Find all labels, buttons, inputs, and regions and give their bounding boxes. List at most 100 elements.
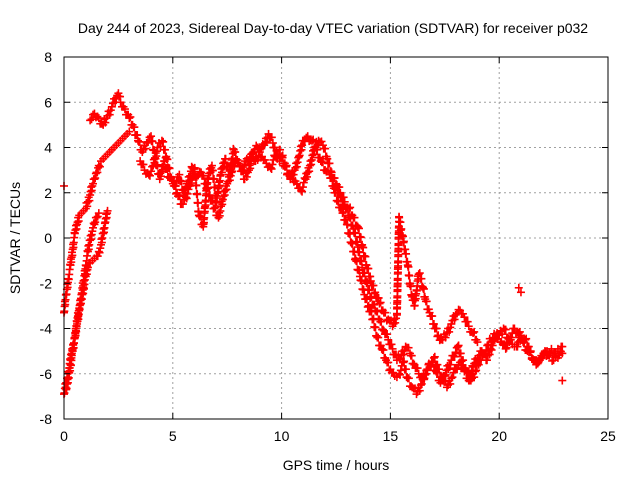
data-point (120, 105, 129, 114)
data-point (338, 209, 347, 218)
data-point-fill (139, 160, 148, 169)
data-point-fill (105, 110, 114, 119)
data-point-fill (487, 338, 496, 347)
data-point-fill (193, 190, 202, 199)
data-point-fill (442, 366, 451, 375)
data-point (516, 288, 525, 297)
data-point (510, 324, 519, 333)
data-point-fill (399, 237, 408, 246)
data-point-fill (209, 175, 218, 184)
y-tick-label: 0 (44, 230, 52, 246)
data-point-fill (225, 176, 234, 185)
data-point-fill (211, 203, 220, 212)
data-point-fill (355, 224, 364, 233)
data-point-fill (384, 358, 393, 367)
data-point-fill (377, 317, 386, 326)
data-point (429, 319, 438, 328)
data-point (451, 310, 460, 319)
data-point (432, 367, 441, 376)
data-point-fill (381, 308, 390, 317)
x-tick-label: 0 (60, 428, 68, 444)
data-point (469, 329, 478, 338)
data-point-fill (395, 355, 404, 364)
data-point (94, 209, 103, 218)
data-point-fill (437, 376, 446, 385)
data-point-fill (93, 112, 102, 121)
data-point-fill (171, 181, 180, 190)
y-tick-label: -8 (40, 411, 53, 427)
data-point (94, 161, 103, 170)
data-point-fill (361, 252, 370, 261)
data-point-fill (470, 327, 479, 336)
data-point (377, 344, 386, 353)
data-point-fill (459, 356, 468, 365)
data-point-fill (446, 360, 455, 369)
data-point (345, 204, 354, 213)
data-point (210, 204, 219, 213)
data-point-fill (369, 281, 378, 290)
data-point-fill (428, 358, 437, 367)
y-tick-label: -2 (40, 275, 53, 291)
data-point-fill (428, 312, 437, 321)
data-point (447, 374, 456, 383)
data-point-fill (417, 379, 426, 388)
y-tick-label: 2 (44, 185, 52, 201)
data-point-fill (339, 193, 348, 202)
data-point-fill (481, 350, 490, 359)
data-point-fill (404, 374, 413, 383)
data-point (86, 116, 95, 125)
chart-title: Day 244 of 2023, Sidereal Day-to-day VTE… (78, 20, 588, 36)
data-point-fill (365, 286, 374, 295)
data-point (440, 372, 449, 381)
data-point-fill (255, 145, 264, 154)
data-point-fill (433, 368, 442, 377)
data-point (375, 299, 384, 308)
data-point (471, 367, 480, 376)
x-tick-labels: 0 5 10 15 20 25 (60, 428, 616, 444)
data-point-fill (360, 269, 369, 278)
data-point (366, 276, 375, 285)
y-tick-label: -6 (40, 366, 53, 382)
data-point (540, 347, 549, 356)
data-point-fill (515, 327, 524, 336)
data-point-fill (450, 315, 459, 324)
data-point-fill (126, 112, 135, 121)
data-point (416, 381, 425, 390)
y-tick-labels: -8 -6 -4 -2 0 2 4 6 8 (40, 49, 53, 427)
data-point-fill (477, 356, 486, 365)
data-point-fill (359, 243, 368, 252)
data-point (514, 283, 523, 292)
data-point (116, 98, 125, 107)
data-point-fill (330, 174, 339, 183)
data-point-fill (420, 375, 429, 384)
data-point-fill (374, 293, 383, 302)
data-point-fill (450, 352, 459, 361)
x-tick-label: 5 (169, 428, 177, 444)
data-point-fill (409, 359, 418, 368)
data-point-fill (376, 298, 385, 307)
x-tick-label: 15 (383, 428, 399, 444)
data-point-fill (464, 368, 473, 377)
data-point (464, 322, 473, 331)
data-point (360, 290, 369, 299)
data-point-fill (268, 160, 277, 169)
data-point-fill (193, 199, 202, 208)
data-point-fill (317, 137, 326, 146)
data-point-fill (350, 213, 359, 222)
data-point (125, 127, 134, 136)
data-point-fill (130, 123, 139, 132)
data-point (133, 136, 142, 145)
data-point-fill (204, 192, 213, 201)
data-point-fill (148, 137, 157, 146)
data-point-fill (343, 220, 352, 229)
data-point (292, 179, 301, 188)
data-point (514, 329, 523, 338)
data-point-fill (474, 360, 483, 369)
data-point (303, 132, 312, 141)
x-tick-label: 10 (274, 428, 290, 444)
data-point-fill (495, 330, 504, 339)
data-point-fill (97, 119, 106, 128)
data-point-fill (161, 145, 170, 154)
data-point-fill (379, 325, 388, 334)
axis-ticks (63, 56, 609, 420)
